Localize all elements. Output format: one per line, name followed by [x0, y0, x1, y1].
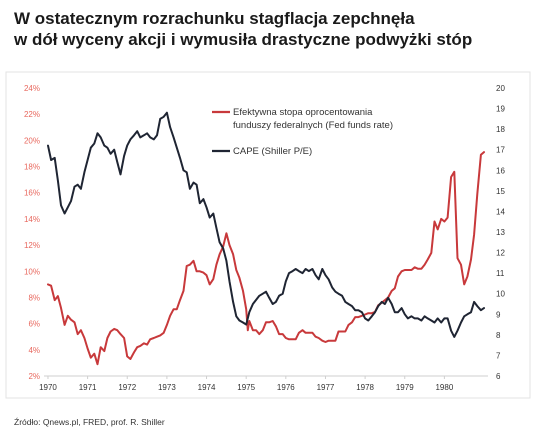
y-right-tick-label: 12 [496, 249, 505, 258]
y-right-tick-label: 20 [496, 84, 505, 93]
y-left-tick-label: 2% [28, 372, 40, 381]
y-left-tick-label: 16% [24, 189, 40, 198]
y-left-tick-label: 8% [28, 293, 40, 302]
y-left-tick-label: 12% [24, 241, 40, 250]
y-right-tick-label: 18 [496, 125, 505, 134]
y-right-tick-label: 19 [496, 105, 505, 114]
chart-frame [5, 71, 531, 399]
y-right-tick-label: 10 [496, 290, 505, 299]
y-left-tick-label: 10% [24, 267, 40, 276]
x-tick-label: 1976 [277, 383, 295, 392]
chart-title: W ostatecznym rozrachunku stagflacja zep… [14, 8, 524, 50]
x-tick-label: 1974 [198, 383, 216, 392]
legend-label-fed-funds: Efektywna stopa oprocentowania [233, 107, 373, 118]
fed-funds-rate-line [47, 151, 485, 366]
cape-line [47, 111, 485, 338]
source-note: Źródło: Qnews.pl, FRED, prof. R. Shiller [14, 417, 165, 427]
y-right-tick-label: 14 [496, 207, 505, 216]
x-tick-label: 1979 [396, 383, 414, 392]
x-tick-label: 1978 [356, 383, 374, 392]
y-left-tick-label: 22% [24, 110, 40, 119]
x-tick-label: 1971 [79, 383, 97, 392]
x-tick-label: 1975 [237, 383, 255, 392]
y-right-tick-label: 8 [496, 331, 501, 340]
x-tick-label: 1972 [118, 383, 136, 392]
x-tick-label: 1977 [317, 383, 335, 392]
y-right-tick-label: 7 [496, 351, 501, 360]
y-left-tick-label: 20% [24, 136, 40, 145]
x-tick-label: 1980 [435, 383, 453, 392]
x-tick-label: 1973 [158, 383, 176, 392]
y-right-tick-label: 6 [496, 372, 501, 381]
y-left-tick-label: 14% [24, 215, 40, 224]
y-right-tick-label: 11 [496, 269, 505, 278]
y-right-tick-label: 16 [496, 166, 505, 175]
chart-area: 2% 4% 6% 8% 10% 12% 14% 16% 18% 20% 22% 24% 6 7 8 9 10 11… [0, 70, 536, 400]
y-left-tick-label: 4% [28, 346, 40, 355]
y-right-tick-label: 9 [496, 310, 501, 319]
y-right-tick-label: 17 [496, 146, 505, 155]
x-tick-label: 1970 [39, 383, 57, 392]
legend-label-cape: CAPE (Shiller P/E) [233, 146, 312, 157]
y-right-tick-label: 15 [496, 187, 505, 196]
line-chart: 2% 4% 6% 8% 10% 12% 14% 16% 18% 20% 22% 24% 6 7 8 9 10 11… [5, 71, 531, 399]
legend-label-fed-funds-cont: funduszy federalnych (Fed funds rate) [233, 120, 393, 131]
y-left-tick-label: 6% [28, 320, 40, 329]
y-left-tick-label: 18% [24, 163, 40, 172]
title-line-1: W ostatecznym rozrachunku stagflacja zep… [14, 9, 415, 28]
y-left-tick-label: 24% [24, 84, 40, 93]
title-line-2: w dół wyceny akcji i wymusiła drastyczne… [14, 30, 473, 49]
y-right-tick-label: 13 [496, 228, 505, 237]
